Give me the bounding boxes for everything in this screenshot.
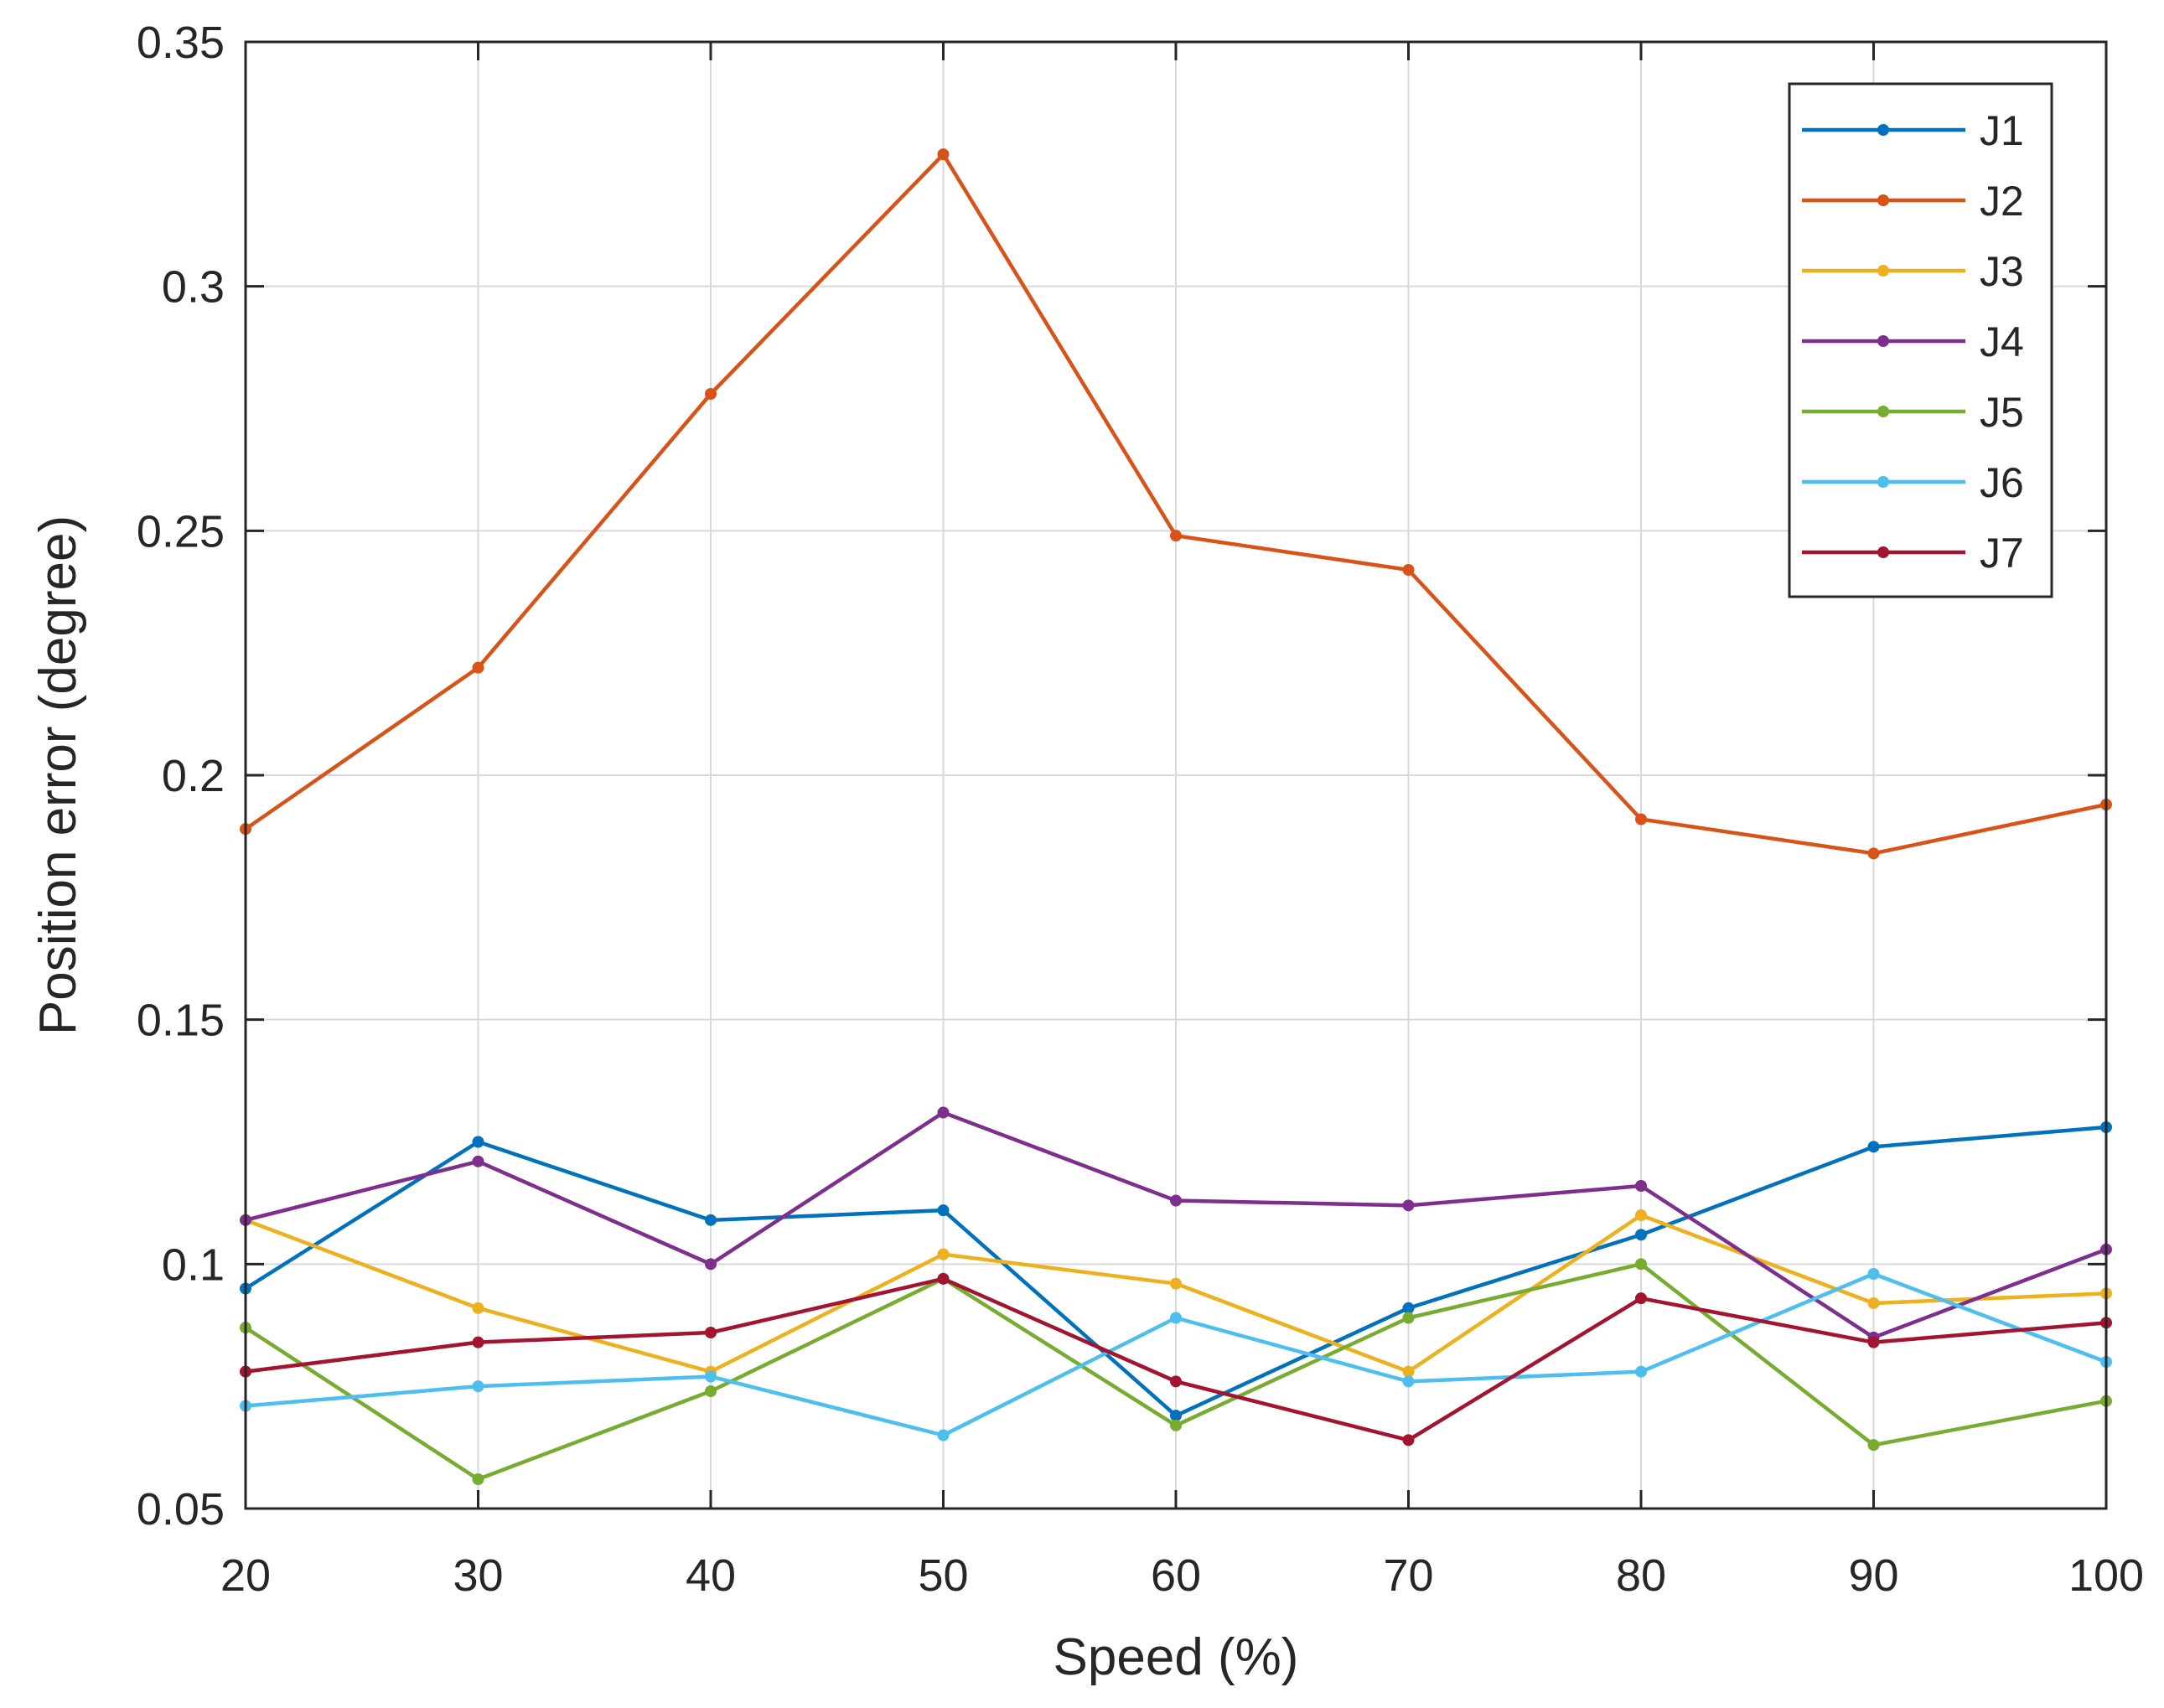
data-point: [705, 1258, 717, 1271]
x-tick-label: 80: [1616, 1550, 1666, 1601]
x-tick-labels: 20 30 40 50 60 70 80 90 100: [220, 1550, 2144, 1601]
legend-item-j4: J4: [1802, 318, 2024, 365]
legend-item-j3: J3: [1802, 248, 2024, 295]
x-tick-label: 100: [2068, 1550, 2144, 1601]
data-point: [705, 1385, 717, 1397]
x-tick-label: 40: [686, 1550, 736, 1601]
legend-label: J2: [1980, 178, 2024, 225]
data-point: [1170, 1312, 1182, 1324]
data-point: [1170, 530, 1182, 542]
x-tick-label: 50: [918, 1550, 968, 1601]
data-point: [1402, 1312, 1415, 1324]
data-point: [1867, 1439, 1880, 1452]
legend-item-j7: J7: [1802, 530, 2024, 577]
data-point: [1402, 564, 1415, 576]
data-point: [937, 1272, 950, 1285]
legend-label: J1: [1980, 107, 2024, 154]
legend-item-j5: J5: [1802, 389, 2024, 436]
x-tick-label: 30: [453, 1550, 503, 1601]
y-tick-label: 0.15: [137, 996, 225, 1046]
legend-label: J6: [1980, 459, 2024, 506]
series-j2: [240, 148, 2112, 860]
legend-item-j2: J2: [1802, 178, 2024, 225]
data-point: [1635, 1209, 1647, 1221]
legend-label: J3: [1980, 248, 2024, 295]
data-point: [705, 1214, 717, 1226]
data-point: [1867, 1336, 1880, 1348]
data-point: [1170, 1194, 1182, 1207]
legend-label: J7: [1980, 530, 2024, 577]
legend-marker: [1877, 406, 1889, 417]
data-point: [1170, 1375, 1182, 1388]
data-point: [1170, 1277, 1182, 1290]
data-point: [937, 1106, 950, 1119]
legend-label: J5: [1980, 389, 2024, 436]
data-point: [1402, 1302, 1415, 1314]
data-point: [1635, 1180, 1647, 1192]
data-point: [705, 1327, 717, 1338]
data-point: [1402, 1434, 1415, 1447]
y-tick-label: 0.05: [137, 1484, 225, 1535]
x-axis-title: Speed (%): [1054, 1628, 1299, 1686]
x-tick-label: 70: [1383, 1550, 1433, 1601]
data-point: [1635, 1229, 1647, 1241]
data-point: [472, 661, 484, 674]
data-point: [1402, 1365, 1415, 1378]
y-tick-label: 0.3: [162, 262, 225, 313]
data-point: [1867, 847, 1880, 860]
data-point: [472, 1336, 484, 1348]
legend: J1 J2 J3 J4 J5 J6 J7: [1788, 82, 2053, 598]
x-tick-label: 20: [220, 1550, 271, 1601]
legend-item-j6: J6: [1802, 459, 2024, 506]
data-point: [937, 1429, 950, 1441]
data-point: [705, 388, 717, 400]
y-axis-title: Position error (degree): [29, 515, 87, 1035]
data-point: [937, 148, 950, 161]
data-point: [472, 1136, 484, 1148]
data-point: [1635, 1365, 1647, 1378]
data-point: [937, 1248, 950, 1260]
legend-item-j1: J1: [1802, 107, 2024, 154]
legend-marker: [1877, 476, 1889, 488]
y-tick-label: 0.25: [137, 506, 225, 556]
data-point: [705, 1370, 717, 1383]
x-tick-label: 60: [1151, 1550, 1201, 1601]
data-point: [937, 1204, 950, 1217]
data-point: [1402, 1199, 1415, 1212]
y-tick-label: 0.35: [137, 18, 225, 68]
y-tick-labels: 0.05 0.1 0.15 0.2 0.25 0.3 0.35: [137, 18, 225, 1535]
legend-marker: [1877, 194, 1889, 206]
x-tick-label: 90: [1848, 1550, 1898, 1601]
data-point: [1635, 1292, 1647, 1305]
legend-marker: [1877, 265, 1889, 277]
data-point: [1867, 1268, 1880, 1280]
data-point: [1635, 1258, 1647, 1271]
legend-label: J4: [1980, 318, 2024, 365]
series-j1: [240, 1121, 2112, 1422]
data-point: [1170, 1419, 1182, 1431]
data-point: [472, 1473, 484, 1485]
data-point: [1402, 1375, 1415, 1388]
tick-marks: [244, 40, 2108, 1510]
data-point: [1867, 1297, 1880, 1309]
data-point: [1867, 1141, 1880, 1153]
data-point: [472, 1380, 484, 1393]
legend-marker: [1877, 124, 1889, 136]
data-point: [472, 1155, 484, 1167]
y-tick-label: 0.2: [162, 751, 225, 801]
legend-marker: [1877, 335, 1889, 347]
data-point: [1170, 1410, 1182, 1422]
data-point: [1635, 813, 1647, 826]
data-point: [472, 1302, 484, 1314]
legend-marker: [1877, 546, 1889, 558]
y-tick-label: 0.1: [162, 1240, 225, 1290]
